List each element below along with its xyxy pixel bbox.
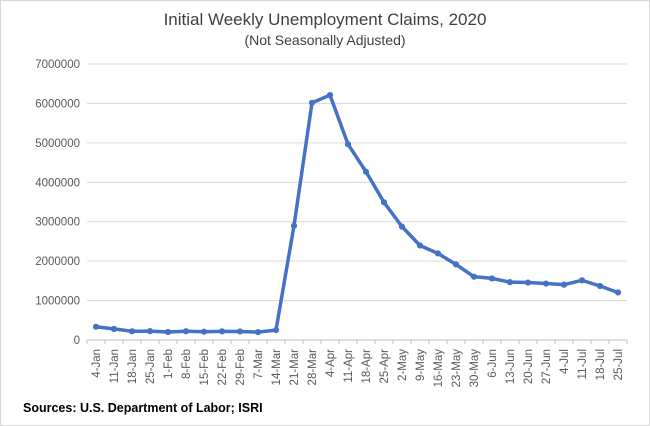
x-axis-tick-label: 11-Apr — [343, 349, 355, 383]
x-axis-tick-label: 11-Jul — [577, 349, 589, 379]
x-axis-tick-label: 4-Jul — [559, 349, 571, 374]
data-point — [200, 328, 208, 335]
x-axis-tick-label: 29-Feb — [235, 349, 247, 385]
data-point — [398, 223, 406, 230]
data-point — [326, 92, 334, 99]
data-point — [506, 279, 514, 286]
chart-subtitle: (Not Seasonally Adjusted) — [244, 32, 406, 48]
data-point — [272, 327, 280, 334]
data-point — [164, 328, 172, 336]
data-point — [290, 222, 298, 229]
data-point — [488, 275, 496, 282]
data-point — [344, 141, 352, 148]
data-point — [524, 279, 532, 286]
x-axis-tick-label: 15-Feb — [199, 349, 211, 385]
x-axis-tick-label: 18-Apr — [361, 349, 373, 384]
data-point — [596, 282, 604, 290]
data-point — [452, 261, 460, 268]
data-point — [218, 328, 226, 335]
y-axis-tick-label: 6000000 — [35, 98, 80, 110]
data-point — [362, 168, 370, 175]
x-axis-tick-label: 25-Apr — [379, 349, 391, 384]
y-axis-tick-label: 0 — [74, 335, 80, 347]
y-axis-tick-label: 1000000 — [35, 296, 80, 308]
data-point — [236, 328, 244, 335]
x-axis-tick-label: 27-Jun — [541, 349, 553, 384]
x-axis-tick-label: 22-Feb — [217, 349, 229, 385]
x-axis-tick-label: 28-Mar — [307, 349, 319, 386]
x-axis-tick-label: 21-Mar — [289, 349, 301, 386]
data-point — [308, 99, 316, 106]
data-point — [470, 273, 478, 280]
x-axis-tick-label: 8-Feb — [181, 349, 193, 379]
x-axis-tick-label: 20-Jun — [523, 349, 535, 384]
data-point — [110, 325, 118, 332]
x-axis-tick-label: 6-Jun — [487, 349, 499, 378]
x-axis-tick-label: 11-Jan — [109, 349, 121, 383]
x-axis-tick-label: 16-May — [433, 349, 445, 388]
x-axis-tick-label: 25-Jul — [613, 349, 625, 380]
x-axis-tick-label: 30-May — [469, 349, 481, 388]
chart-title: Initial Weekly Unemployment Claims, 2020 — [163, 10, 487, 29]
y-axis-tick-label: 2000000 — [35, 256, 80, 268]
y-axis-tick-label: 4000000 — [35, 177, 80, 189]
data-point — [614, 289, 622, 296]
x-axis-tick-label: 13-Jun — [505, 349, 517, 384]
y-axis-tick-label: 3000000 — [35, 217, 80, 229]
data-point — [92, 323, 100, 330]
x-axis-tick-label: 1-Feb — [163, 349, 175, 379]
x-axis-tick-label: 2-May — [397, 349, 409, 381]
x-axis-tick-label: 4-Apr — [325, 349, 337, 377]
y-axis-tick-label: 5000000 — [35, 138, 80, 150]
x-axis-tick-label: 14-Mar — [271, 349, 283, 386]
claims-line-series — [94, 93, 620, 334]
data-point — [542, 280, 550, 287]
x-axis-tick-label: 25-Jan — [145, 349, 157, 384]
data-point — [416, 242, 424, 249]
data-point — [128, 328, 136, 335]
data-point — [578, 277, 586, 284]
data-point — [380, 199, 388, 206]
data-point — [182, 328, 190, 335]
data-point — [254, 329, 262, 336]
data-point — [434, 250, 442, 257]
x-axis-tick-label: 9-May — [415, 349, 427, 381]
data-point — [560, 281, 568, 288]
x-axis-tick-label: 18-Jan — [127, 349, 139, 384]
x-axis-tick-label: 4-Jan — [91, 349, 103, 378]
chart-header: Initial Weekly Unemployment Claims, 2020… — [1, 9, 649, 49]
x-axis-tick-label: 7-Mar — [253, 349, 265, 379]
data-point — [146, 328, 154, 335]
x-axis-tick-label: 18-Jul — [595, 349, 607, 380]
x-axis-tick-label: 23-May — [451, 349, 463, 388]
y-axis-tick-label: 7000000 — [35, 59, 80, 71]
source-note: Sources: U.S. Department of Labor; ISRI — [23, 401, 263, 415]
